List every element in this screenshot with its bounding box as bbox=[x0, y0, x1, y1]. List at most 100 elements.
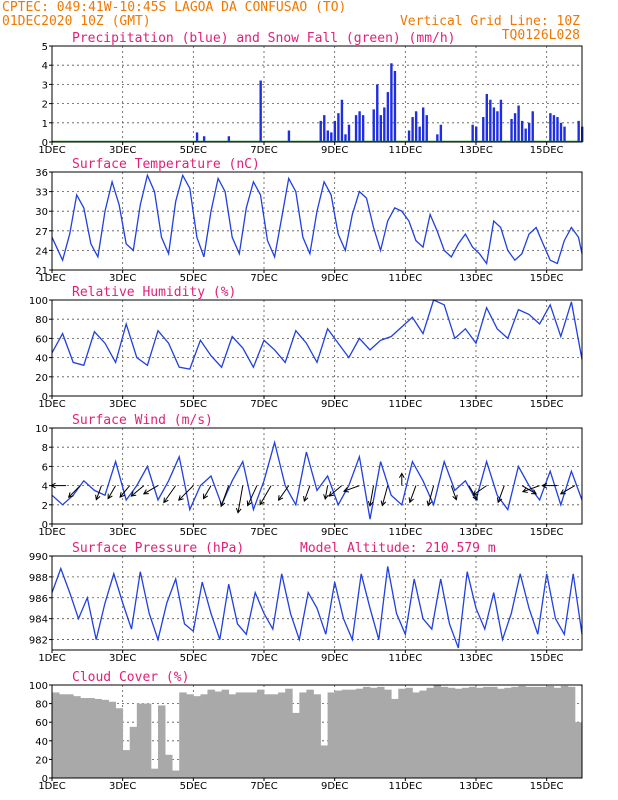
precip-bar bbox=[520, 120, 524, 142]
panel-frame bbox=[51, 555, 583, 651]
cloud-bar bbox=[108, 701, 116, 778]
x-tick-label: 7DEC bbox=[250, 399, 277, 410]
precip-bar bbox=[383, 107, 386, 142]
cloud-bar bbox=[497, 688, 505, 778]
x-tick-label: 13DEC bbox=[459, 781, 493, 792]
precip-bar bbox=[330, 132, 333, 142]
series-line bbox=[51, 299, 583, 370]
y-tick-label: 80 bbox=[35, 315, 48, 326]
wind-arrow bbox=[247, 485, 258, 506]
cloud-bar bbox=[193, 696, 201, 778]
precip-bar bbox=[510, 118, 513, 142]
x-tick-label: 11DEC bbox=[388, 527, 422, 538]
y-tick-label: 1 bbox=[42, 119, 48, 130]
cloud-bar bbox=[221, 689, 230, 778]
cloud-bar bbox=[518, 685, 526, 778]
wind-arrow bbox=[119, 485, 131, 498]
precip-bar bbox=[195, 132, 199, 142]
cloud-bar bbox=[129, 726, 138, 778]
precip-bar bbox=[425, 115, 428, 142]
cloud-bar bbox=[454, 688, 463, 778]
precip-bar bbox=[333, 120, 337, 142]
y-tick-label: 21 bbox=[35, 266, 48, 277]
cloud-bar bbox=[567, 686, 576, 778]
y-tick-label: 2 bbox=[42, 100, 48, 111]
x-tick-label: 15DEC bbox=[530, 781, 564, 792]
precip-bar bbox=[492, 107, 496, 142]
header-model: TQ0126L028 bbox=[502, 28, 580, 43]
cloud-bar bbox=[80, 698, 88, 778]
x-tick-label: 13DEC bbox=[459, 653, 493, 664]
cloud-bar bbox=[256, 689, 265, 778]
wind-arrow bbox=[303, 485, 311, 502]
cloud-bar bbox=[426, 687, 434, 778]
cloud-bar bbox=[264, 694, 272, 778]
x-tick-label: 3DEC bbox=[109, 527, 136, 538]
panel-title: Surface Temperature (nC) bbox=[72, 157, 260, 172]
cloud-bar bbox=[546, 685, 555, 778]
x-tick-label: 3DEC bbox=[109, 273, 136, 284]
y-tick-label: 33 bbox=[35, 188, 48, 199]
wind-arrow bbox=[220, 485, 230, 507]
precip-bar bbox=[475, 126, 478, 142]
wind-arrow bbox=[68, 485, 81, 498]
cloud-bar bbox=[412, 692, 420, 778]
cloud-bar bbox=[66, 694, 74, 778]
x-tick-label: 3DEC bbox=[109, 399, 136, 410]
x-tick-label: 13DEC bbox=[459, 399, 493, 410]
y-tick-label: 10 bbox=[35, 424, 48, 435]
panel-frame bbox=[51, 45, 583, 143]
cloud-bar bbox=[94, 698, 102, 778]
x-tick-label: 7DEC bbox=[250, 527, 277, 538]
precip-bar bbox=[347, 124, 351, 142]
cloud-bar bbox=[150, 768, 159, 778]
x-tick-label: 5DEC bbox=[180, 781, 207, 792]
y-tick-label: 27 bbox=[35, 227, 48, 238]
precip-bar bbox=[287, 130, 291, 142]
wind-arrow-head bbox=[219, 501, 226, 508]
cloud-bar bbox=[136, 703, 145, 778]
y-tick-label: 40 bbox=[35, 737, 48, 748]
cloud-bar bbox=[405, 687, 413, 778]
cloud-bar bbox=[532, 686, 540, 778]
cloud-bar bbox=[362, 686, 371, 778]
wind-arrow bbox=[328, 485, 343, 497]
x-tick-label: 1DEC bbox=[38, 273, 65, 284]
wind-arrow-head bbox=[235, 507, 242, 514]
cloud-bar bbox=[391, 698, 399, 778]
precip-bar bbox=[202, 136, 206, 142]
cloud-bar bbox=[271, 694, 279, 778]
x-tick-label: 11DEC bbox=[388, 273, 422, 284]
y-tick-label: 990 bbox=[29, 552, 48, 563]
x-tick-label: 11DEC bbox=[388, 145, 422, 156]
precip-bar bbox=[559, 122, 563, 142]
wind-arrow-head bbox=[367, 500, 374, 507]
cloud-bar bbox=[461, 687, 470, 778]
cloud-bar bbox=[476, 687, 484, 778]
model-altitude: Model Altitude: 210.579 m bbox=[300, 541, 496, 556]
precip-bar bbox=[407, 130, 411, 142]
cloud-bar bbox=[419, 690, 427, 778]
x-tick-label: 9DEC bbox=[321, 781, 348, 792]
x-tick-label: 3DEC bbox=[109, 653, 136, 664]
cloud-bar bbox=[398, 688, 406, 778]
cloud-bar bbox=[313, 694, 321, 778]
panel-5: 0 20 40 60 80 100 1DEC 3DEC 5DEC 7DEC 9DEC 11DEC 13D… bbox=[29, 670, 583, 792]
wind-arrow-head bbox=[67, 492, 74, 498]
precip-bar bbox=[496, 111, 499, 142]
precip-bar bbox=[358, 111, 361, 142]
wind-arrow-head bbox=[408, 497, 414, 504]
y-tick-label: 3 bbox=[42, 80, 48, 91]
wind-arrow-head bbox=[119, 492, 125, 498]
y-tick-label: 60 bbox=[35, 334, 48, 345]
cloud-bar bbox=[483, 686, 491, 778]
cloud-bar bbox=[377, 686, 385, 778]
x-tick-label: 5DEC bbox=[180, 399, 207, 410]
panel-1: 21 24 27 30 33 36 1DEC 3DEC 5DEC 7DEC 9DEC 11DEC 13D… bbox=[35, 157, 583, 284]
cloud-bar bbox=[214, 691, 222, 778]
precip-bar bbox=[482, 117, 485, 142]
cloud-bar bbox=[158, 705, 166, 778]
wind-arrow bbox=[369, 485, 375, 506]
y-tick-label: 20 bbox=[35, 755, 48, 766]
cloud-bar bbox=[115, 708, 124, 778]
